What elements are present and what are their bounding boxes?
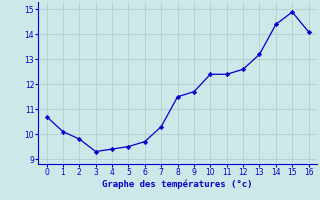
X-axis label: Graphe des températures (°c): Graphe des températures (°c) <box>102 180 253 189</box>
